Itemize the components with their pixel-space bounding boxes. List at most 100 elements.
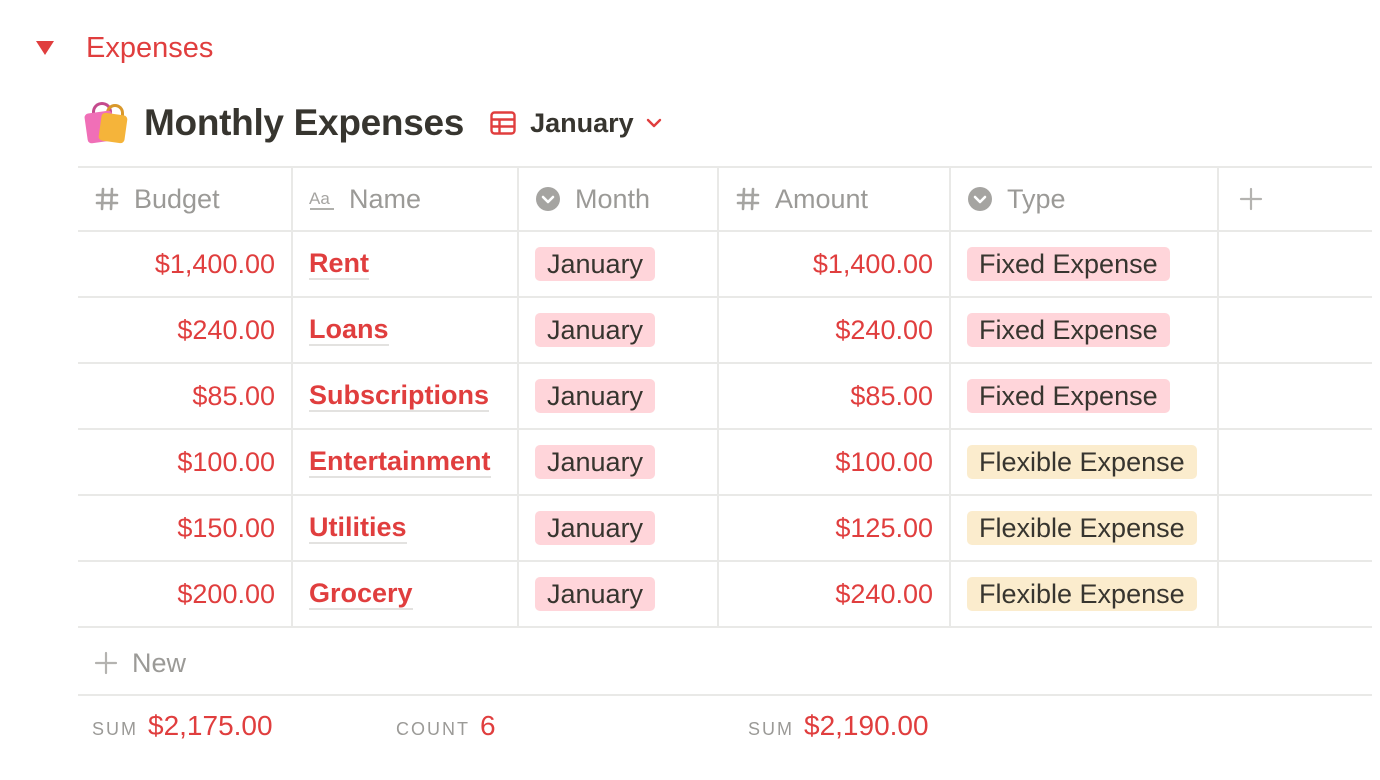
column-header-type[interactable]: Type bbox=[951, 168, 1219, 230]
empty-cell bbox=[1219, 496, 1372, 560]
budget-sum-calculation[interactable]: SUM $2,175.00 bbox=[92, 710, 273, 742]
calc-value: 6 bbox=[480, 710, 496, 741]
table-row[interactable]: $200.00 Grocery January $240.00 Flexible… bbox=[78, 562, 1372, 628]
name-count-calculation[interactable]: COUNT 6 bbox=[396, 710, 496, 742]
type-tag: Flexible Expense bbox=[967, 511, 1197, 545]
month-cell[interactable]: January bbox=[519, 496, 719, 560]
add-property-button[interactable] bbox=[1219, 168, 1372, 230]
table-row[interactable]: $85.00 Subscriptions January $85.00 Fixe… bbox=[78, 364, 1372, 430]
toggle-block[interactable]: Expenses bbox=[30, 28, 213, 68]
month-cell[interactable]: January bbox=[519, 298, 719, 362]
amount-sum-calculation[interactable]: SUM $2,190.00 bbox=[748, 710, 929, 742]
page-link[interactable]: Subscriptions bbox=[309, 380, 490, 412]
column-label: Budget bbox=[134, 183, 220, 214]
add-row-label: New bbox=[132, 647, 187, 678]
calc-value: $2,190.00 bbox=[804, 710, 929, 741]
database-title[interactable]: Monthly Expenses bbox=[144, 102, 465, 143]
calc-label: SUM bbox=[748, 719, 794, 739]
number-icon bbox=[736, 187, 760, 211]
budget-cell[interactable]: $85.00 bbox=[78, 364, 293, 428]
select-icon bbox=[968, 187, 992, 211]
month-tag: January bbox=[535, 313, 656, 347]
add-row-button[interactable]: New bbox=[78, 632, 1372, 696]
amount-cell[interactable]: $100.00 bbox=[719, 430, 951, 494]
month-tag: January bbox=[535, 247, 656, 281]
page-link[interactable]: Entertainment bbox=[309, 446, 491, 478]
empty-cell bbox=[1219, 430, 1372, 494]
shopping-bags-icon[interactable] bbox=[84, 100, 128, 146]
column-header-budget[interactable]: Budget bbox=[78, 168, 293, 230]
name-cell[interactable]: Loans bbox=[293, 298, 519, 362]
month-cell[interactable]: January bbox=[519, 364, 719, 428]
month-tag: January bbox=[535, 577, 656, 611]
name-cell[interactable]: Rent bbox=[293, 232, 519, 296]
name-cell[interactable]: Entertainment bbox=[293, 430, 519, 494]
name-cell[interactable]: Grocery bbox=[293, 562, 519, 626]
view-label: January bbox=[530, 107, 634, 138]
type-cell[interactable]: Fixed Expense bbox=[951, 364, 1219, 428]
name-cell[interactable]: Utilities bbox=[293, 496, 519, 560]
budget-cell[interactable]: $240.00 bbox=[78, 298, 293, 362]
type-tag: Fixed Expense bbox=[967, 313, 1170, 347]
page-link[interactable]: Loans bbox=[309, 314, 389, 346]
table-header-row: Budget Aa Name Month Amount bbox=[78, 166, 1372, 232]
month-cell[interactable]: January bbox=[519, 232, 719, 296]
month-tag: January bbox=[535, 379, 656, 413]
table-icon bbox=[490, 111, 516, 135]
amount-cell[interactable]: $125.00 bbox=[719, 496, 951, 560]
budget-cell[interactable]: $150.00 bbox=[78, 496, 293, 560]
empty-cell bbox=[1219, 364, 1372, 428]
table-row[interactable]: $1,400.00 Rent January $1,400.00 Fixed E… bbox=[78, 232, 1372, 298]
column-label: Month bbox=[575, 183, 651, 214]
expenses-table: Budget Aa Name Month Amount bbox=[78, 166, 1372, 628]
table-row[interactable]: $100.00 Entertainment January $100.00 Fl… bbox=[78, 430, 1372, 496]
plus-icon bbox=[94, 651, 118, 675]
type-cell[interactable]: Flexible Expense bbox=[951, 496, 1219, 560]
text-icon: Aa bbox=[309, 189, 334, 210]
type-tag: Flexible Expense bbox=[967, 445, 1197, 479]
column-label: Type bbox=[1007, 183, 1066, 214]
page-link[interactable]: Utilities bbox=[309, 512, 407, 544]
plus-icon bbox=[1239, 187, 1263, 211]
table-row[interactable]: $150.00 Utilities January $125.00 Flexib… bbox=[78, 496, 1372, 562]
type-cell[interactable]: Flexible Expense bbox=[951, 562, 1219, 626]
month-tag: January bbox=[535, 511, 656, 545]
budget-cell[interactable]: $200.00 bbox=[78, 562, 293, 626]
empty-cell bbox=[1219, 298, 1372, 362]
select-icon bbox=[536, 187, 560, 211]
column-header-amount[interactable]: Amount bbox=[719, 168, 951, 230]
empty-cell bbox=[1219, 562, 1372, 626]
database-header: Monthly Expenses January bbox=[84, 96, 662, 150]
page-link[interactable]: Rent bbox=[309, 248, 369, 280]
type-tag: Fixed Expense bbox=[967, 247, 1170, 281]
amount-cell[interactable]: $1,400.00 bbox=[719, 232, 951, 296]
amount-cell[interactable]: $85.00 bbox=[719, 364, 951, 428]
calc-label: COUNT bbox=[396, 719, 470, 739]
page-link[interactable]: Grocery bbox=[309, 578, 413, 610]
chevron-down-icon bbox=[646, 118, 661, 128]
column-header-name[interactable]: Aa Name bbox=[293, 168, 519, 230]
type-cell[interactable]: Fixed Expense bbox=[951, 232, 1219, 296]
type-cell[interactable]: Fixed Expense bbox=[951, 298, 1219, 362]
column-header-month[interactable]: Month bbox=[519, 168, 719, 230]
empty-cell bbox=[1219, 232, 1372, 296]
amount-cell[interactable]: $240.00 bbox=[719, 562, 951, 626]
svg-text:Aa: Aa bbox=[309, 189, 330, 208]
amount-cell[interactable]: $240.00 bbox=[719, 298, 951, 362]
view-switcher[interactable]: January bbox=[490, 108, 662, 139]
budget-cell[interactable]: $1,400.00 bbox=[78, 232, 293, 296]
column-label: Amount bbox=[775, 183, 869, 214]
toggle-arrow-icon[interactable] bbox=[36, 41, 54, 55]
calc-label: SUM bbox=[92, 719, 138, 739]
type-cell[interactable]: Flexible Expense bbox=[951, 430, 1219, 494]
budget-cell[interactable]: $100.00 bbox=[78, 430, 293, 494]
name-cell[interactable]: Subscriptions bbox=[293, 364, 519, 428]
number-icon bbox=[95, 187, 119, 211]
calculation-footer: SUM $2,175.00 COUNT 6 SUM $2,190.00 bbox=[78, 706, 1372, 750]
calc-value: $2,175.00 bbox=[148, 710, 273, 741]
column-label: Name bbox=[349, 183, 422, 214]
type-tag: Flexible Expense bbox=[967, 577, 1197, 611]
month-cell[interactable]: January bbox=[519, 562, 719, 626]
table-row[interactable]: $240.00 Loans January $240.00 Fixed Expe… bbox=[78, 298, 1372, 364]
month-cell[interactable]: January bbox=[519, 430, 719, 494]
